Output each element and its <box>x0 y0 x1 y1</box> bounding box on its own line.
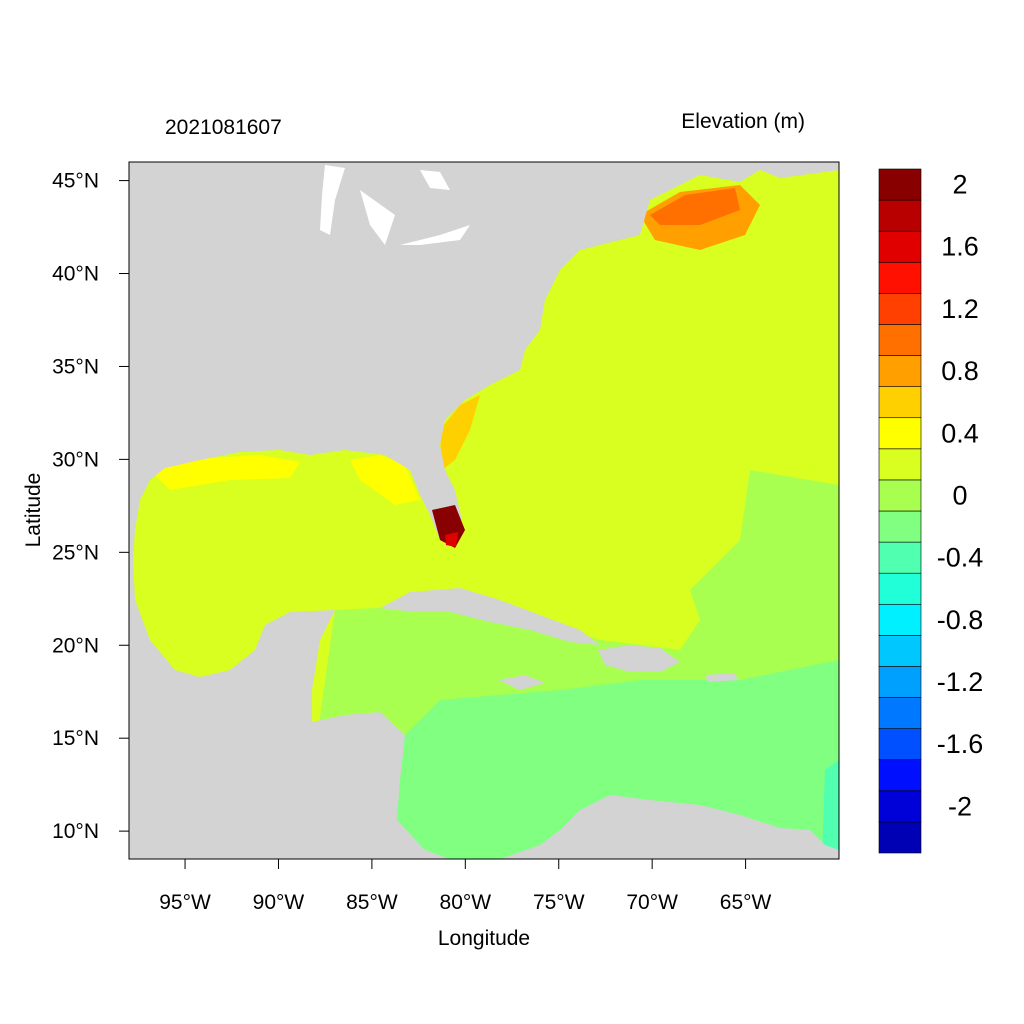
y-tick-label: 25°N <box>52 541 99 564</box>
y-axis: 45°N 40°N 35°N 30°N 25°N 20°N 15°N 10°N <box>52 170 129 843</box>
y-tick-label: 45°N <box>52 170 99 193</box>
legend-swatch <box>878 728 922 761</box>
puerto-rico-land <box>705 673 738 682</box>
legend-label: 1.2 <box>941 294 979 324</box>
x-tick-label: 70°W <box>626 891 678 914</box>
legend-swatch <box>878 168 922 201</box>
color-legend: 2 1.6 1.2 0.8 0.4 0 -0.4 -0.8 -1.2 -1.6 -2 <box>878 168 984 854</box>
x-tick-label: 95°W <box>159 891 211 914</box>
big-bend-field <box>350 455 420 505</box>
timestamp-label: 2021081607 <box>165 116 282 139</box>
legend-swatch <box>878 697 922 729</box>
legend-swatch <box>878 324 922 356</box>
legend-label: 2 <box>952 170 967 200</box>
south-america-land <box>500 795 839 859</box>
map-frame <box>128 161 840 860</box>
legend-swatch <box>878 355 922 387</box>
legend-swatch <box>878 230 922 263</box>
great-lakes <box>320 165 470 245</box>
units-title: Elevation (m) <box>681 110 805 133</box>
legend-swatch <box>878 510 922 543</box>
east-edge-field <box>822 760 839 859</box>
y-tick-label: 30°N <box>52 448 99 471</box>
y-axis-label: Latitude <box>22 473 45 548</box>
gulf-of-maine-core <box>650 188 740 225</box>
y-tick-label: 15°N <box>52 727 99 750</box>
legend-label: -1.2 <box>937 667 984 697</box>
legend-label: -0.8 <box>937 605 984 635</box>
y-tick-label: 35°N <box>52 355 99 378</box>
legend-swatch <box>878 479 922 512</box>
x-tick-label: 80°W <box>440 891 492 914</box>
x-tick-label: 85°W <box>346 891 398 914</box>
legend-swatch <box>878 821 922 854</box>
jamaica-land <box>498 675 545 690</box>
legend-swatch <box>878 759 922 792</box>
y-tick-label: 20°N <box>52 634 99 657</box>
legend-swatch <box>878 635 922 667</box>
legend-swatch <box>878 417 922 450</box>
legend-swatch <box>878 603 922 636</box>
legend-swatch <box>878 386 922 419</box>
cuba-land <box>380 588 600 645</box>
legend-swatch <box>878 199 922 232</box>
southern-caribbean-field <box>380 660 839 859</box>
legend-label: -1.6 <box>937 729 984 759</box>
x-tick-label: 75°W <box>533 891 585 914</box>
legend-label: 0.8 <box>941 356 979 386</box>
florida-surge-edge <box>445 532 458 547</box>
legend-swatch <box>878 790 922 823</box>
x-axis: 95°W 90°W 85°W 80°W 75°W 70°W 65°W <box>159 859 772 914</box>
legend-swatch <box>878 261 922 294</box>
x-tick-label: 90°W <box>253 891 305 914</box>
legend-label: 0.4 <box>941 418 979 448</box>
legend-swatch <box>878 293 922 325</box>
louisiana-shelf-field <box>150 455 300 490</box>
legend-label: -2 <box>948 791 972 821</box>
legend-swatch <box>878 572 922 605</box>
y-tick-label: 40°N <box>52 263 99 286</box>
legend-label: -0.4 <box>937 543 984 573</box>
x-tick-label: 65°W <box>720 891 772 914</box>
map-plot-area <box>129 162 839 859</box>
legend-swatch <box>878 666 922 698</box>
north-america-land <box>129 162 839 859</box>
hispaniola-land <box>598 645 680 672</box>
x-axis-label: Longitude <box>438 927 530 950</box>
legend-swatch <box>878 448 922 481</box>
legend-swatch <box>878 541 922 574</box>
legend-label: 0 <box>952 480 967 510</box>
georgia-bight-field <box>440 395 480 470</box>
legend-label: 1.6 <box>941 232 979 262</box>
y-tick-label: 10°N <box>52 820 99 843</box>
